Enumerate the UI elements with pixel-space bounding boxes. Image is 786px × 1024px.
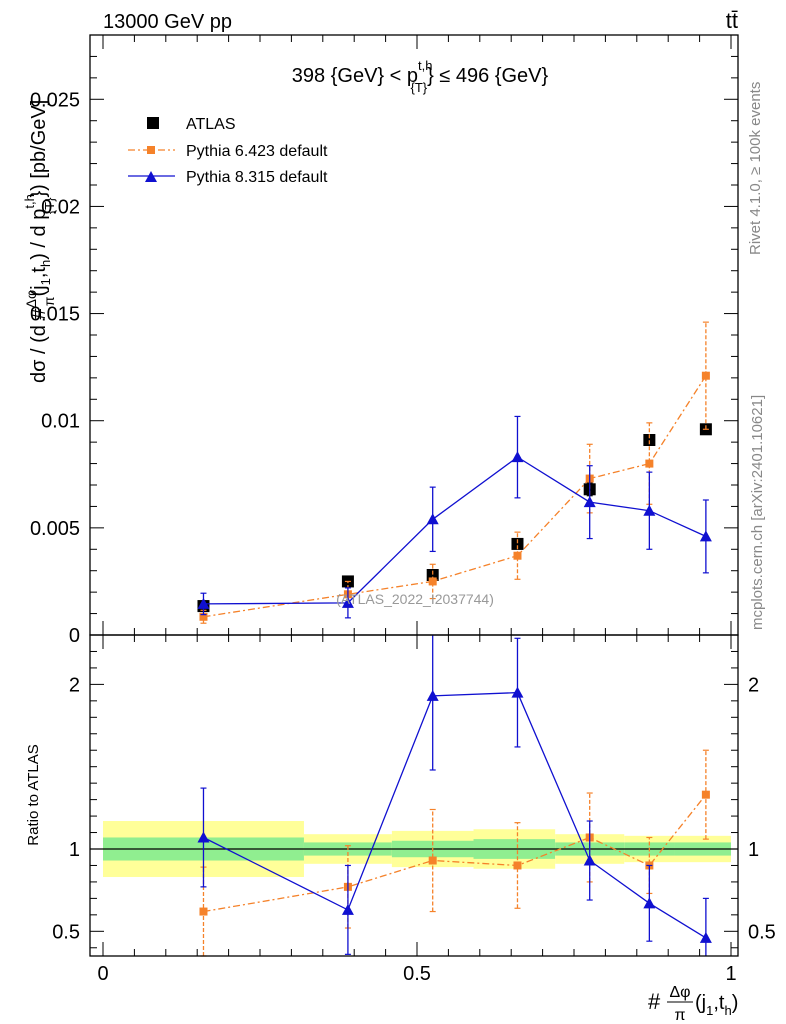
- ratio-point-1-6: [699, 931, 712, 943]
- ratio-y-tick-label-right-0: 0.5: [748, 921, 776, 943]
- ratio-point-0-0: [199, 907, 208, 916]
- legend: ATLAS Pythia 6.423 default Pythia 8.315 …: [128, 116, 328, 186]
- ratio-y-tick-label-right-2: 2: [748, 674, 759, 696]
- x-tick-label-0: 0: [97, 963, 108, 985]
- ratio-frame-border: [89, 634, 739, 957]
- main-point-2-2: [426, 513, 439, 525]
- ratio-series-line-1: [203, 691, 707, 939]
- ratio-point-1-4: [583, 854, 596, 866]
- header-collision-label: 13000 GeV pp: [103, 11, 232, 33]
- legend-label-pythia8: Pythia 8.315 default: [186, 169, 328, 186]
- svg-text:(j1,th): (j1,th): [695, 992, 738, 1018]
- ratio-point-0-6: [701, 790, 710, 799]
- main-point-1-6: [701, 371, 710, 380]
- ratio-series-layer: [197, 635, 712, 957]
- ratio-uncertainty-bands: [90, 821, 738, 877]
- ratio-point-1-1: [341, 903, 354, 915]
- main-point-2-0: [197, 597, 210, 609]
- main-y-axis-label: dσ / (d #Δφ π(j1,th) / d pt,h {T}}) [pb/Ge…: [22, 100, 57, 383]
- mcplots-reference-label: mcplots.cern.ch [arXiv:2401.10621]: [749, 395, 766, 630]
- main-series-layer: [197, 321, 712, 624]
- main-point-0-3: [511, 537, 524, 550]
- panel-title: 398 {GeV} < pt,h {T}} ≤ 496 {GeV}: [292, 58, 549, 95]
- main-axes: 0 0.005 0.01 0.015 0.02 0.025: [30, 34, 739, 647]
- ratio-y-tick-label-1: 1: [69, 839, 80, 861]
- main-series-2: [197, 415, 712, 619]
- ratio-point-0-3: [513, 861, 522, 870]
- main-point-1-2: [428, 577, 437, 586]
- main-series-0: [197, 423, 712, 613]
- main-point-1-3: [513, 551, 522, 560]
- ratio-point-1-3: [511, 686, 524, 698]
- ratio-y-axis-label: Ratio to ATLAS: [25, 744, 42, 845]
- ratio-y-tick-label-right-1: 1: [748, 839, 759, 861]
- main-point-1-0: [199, 612, 208, 621]
- svg-text:π: π: [674, 1007, 685, 1024]
- svg-text:#: #: [648, 989, 661, 1014]
- main-series-line-2: [203, 456, 707, 605]
- x-tick-label-1: 0.5: [403, 963, 431, 985]
- main-point-2-5: [643, 504, 656, 516]
- legend-label-atlas: ATLAS: [186, 116, 236, 133]
- main-series-1: [199, 321, 710, 624]
- x-tick-label-2: 1: [725, 963, 736, 985]
- ratio-point-1-5: [643, 897, 656, 909]
- ratio-point-1-2: [426, 689, 439, 701]
- ratio-series-1: [197, 635, 712, 956]
- main-y-tick-label-3: 0.015: [30, 304, 80, 326]
- legend-marker-atlas: [147, 117, 159, 129]
- ratio-point-1-0: [197, 831, 210, 843]
- main-point-2-6: [699, 530, 712, 542]
- ratio-y-tick-label-0: 0.5: [52, 921, 80, 943]
- x-axis-label: # Δφ π (j1,th): [648, 984, 738, 1024]
- main-point-2-3: [511, 451, 524, 463]
- legend-label-pythia6: Pythia 6.423 default: [186, 143, 328, 160]
- main-point-2-1: [341, 596, 354, 608]
- main-y-tick-label-0: 0: [69, 625, 80, 647]
- main-series-line-1: [203, 375, 707, 618]
- legend-marker-pythia8: [145, 171, 157, 182]
- svg-text:Δφ: Δφ: [669, 984, 690, 1001]
- main-point-0-5: [643, 434, 656, 446]
- ratio-axes: 0 0.5 1 0.5 0.5 1 1 2 2: [52, 634, 776, 985]
- header-process-label: tt̄: [726, 8, 738, 33]
- main-y-tick-label-5: 0.025: [30, 89, 80, 111]
- rivet-version-label: Rivet 4.1.0, ≥ 100k events: [747, 82, 764, 255]
- analysis-watermark: (ATLAS_2022_I2037744): [336, 591, 494, 607]
- legend-marker-pythia6: [147, 146, 155, 154]
- main-y-tick-label-4: 0.02: [41, 196, 80, 218]
- main-point-2-4: [583, 496, 596, 508]
- main-point-1-5: [645, 459, 654, 468]
- ratio-point-0-2: [428, 856, 437, 865]
- ratio-y-tick-label-2: 2: [69, 674, 80, 696]
- main-y-tick-label-1: 0.005: [30, 518, 80, 540]
- main-y-tick-label-2: 0.01: [41, 411, 80, 433]
